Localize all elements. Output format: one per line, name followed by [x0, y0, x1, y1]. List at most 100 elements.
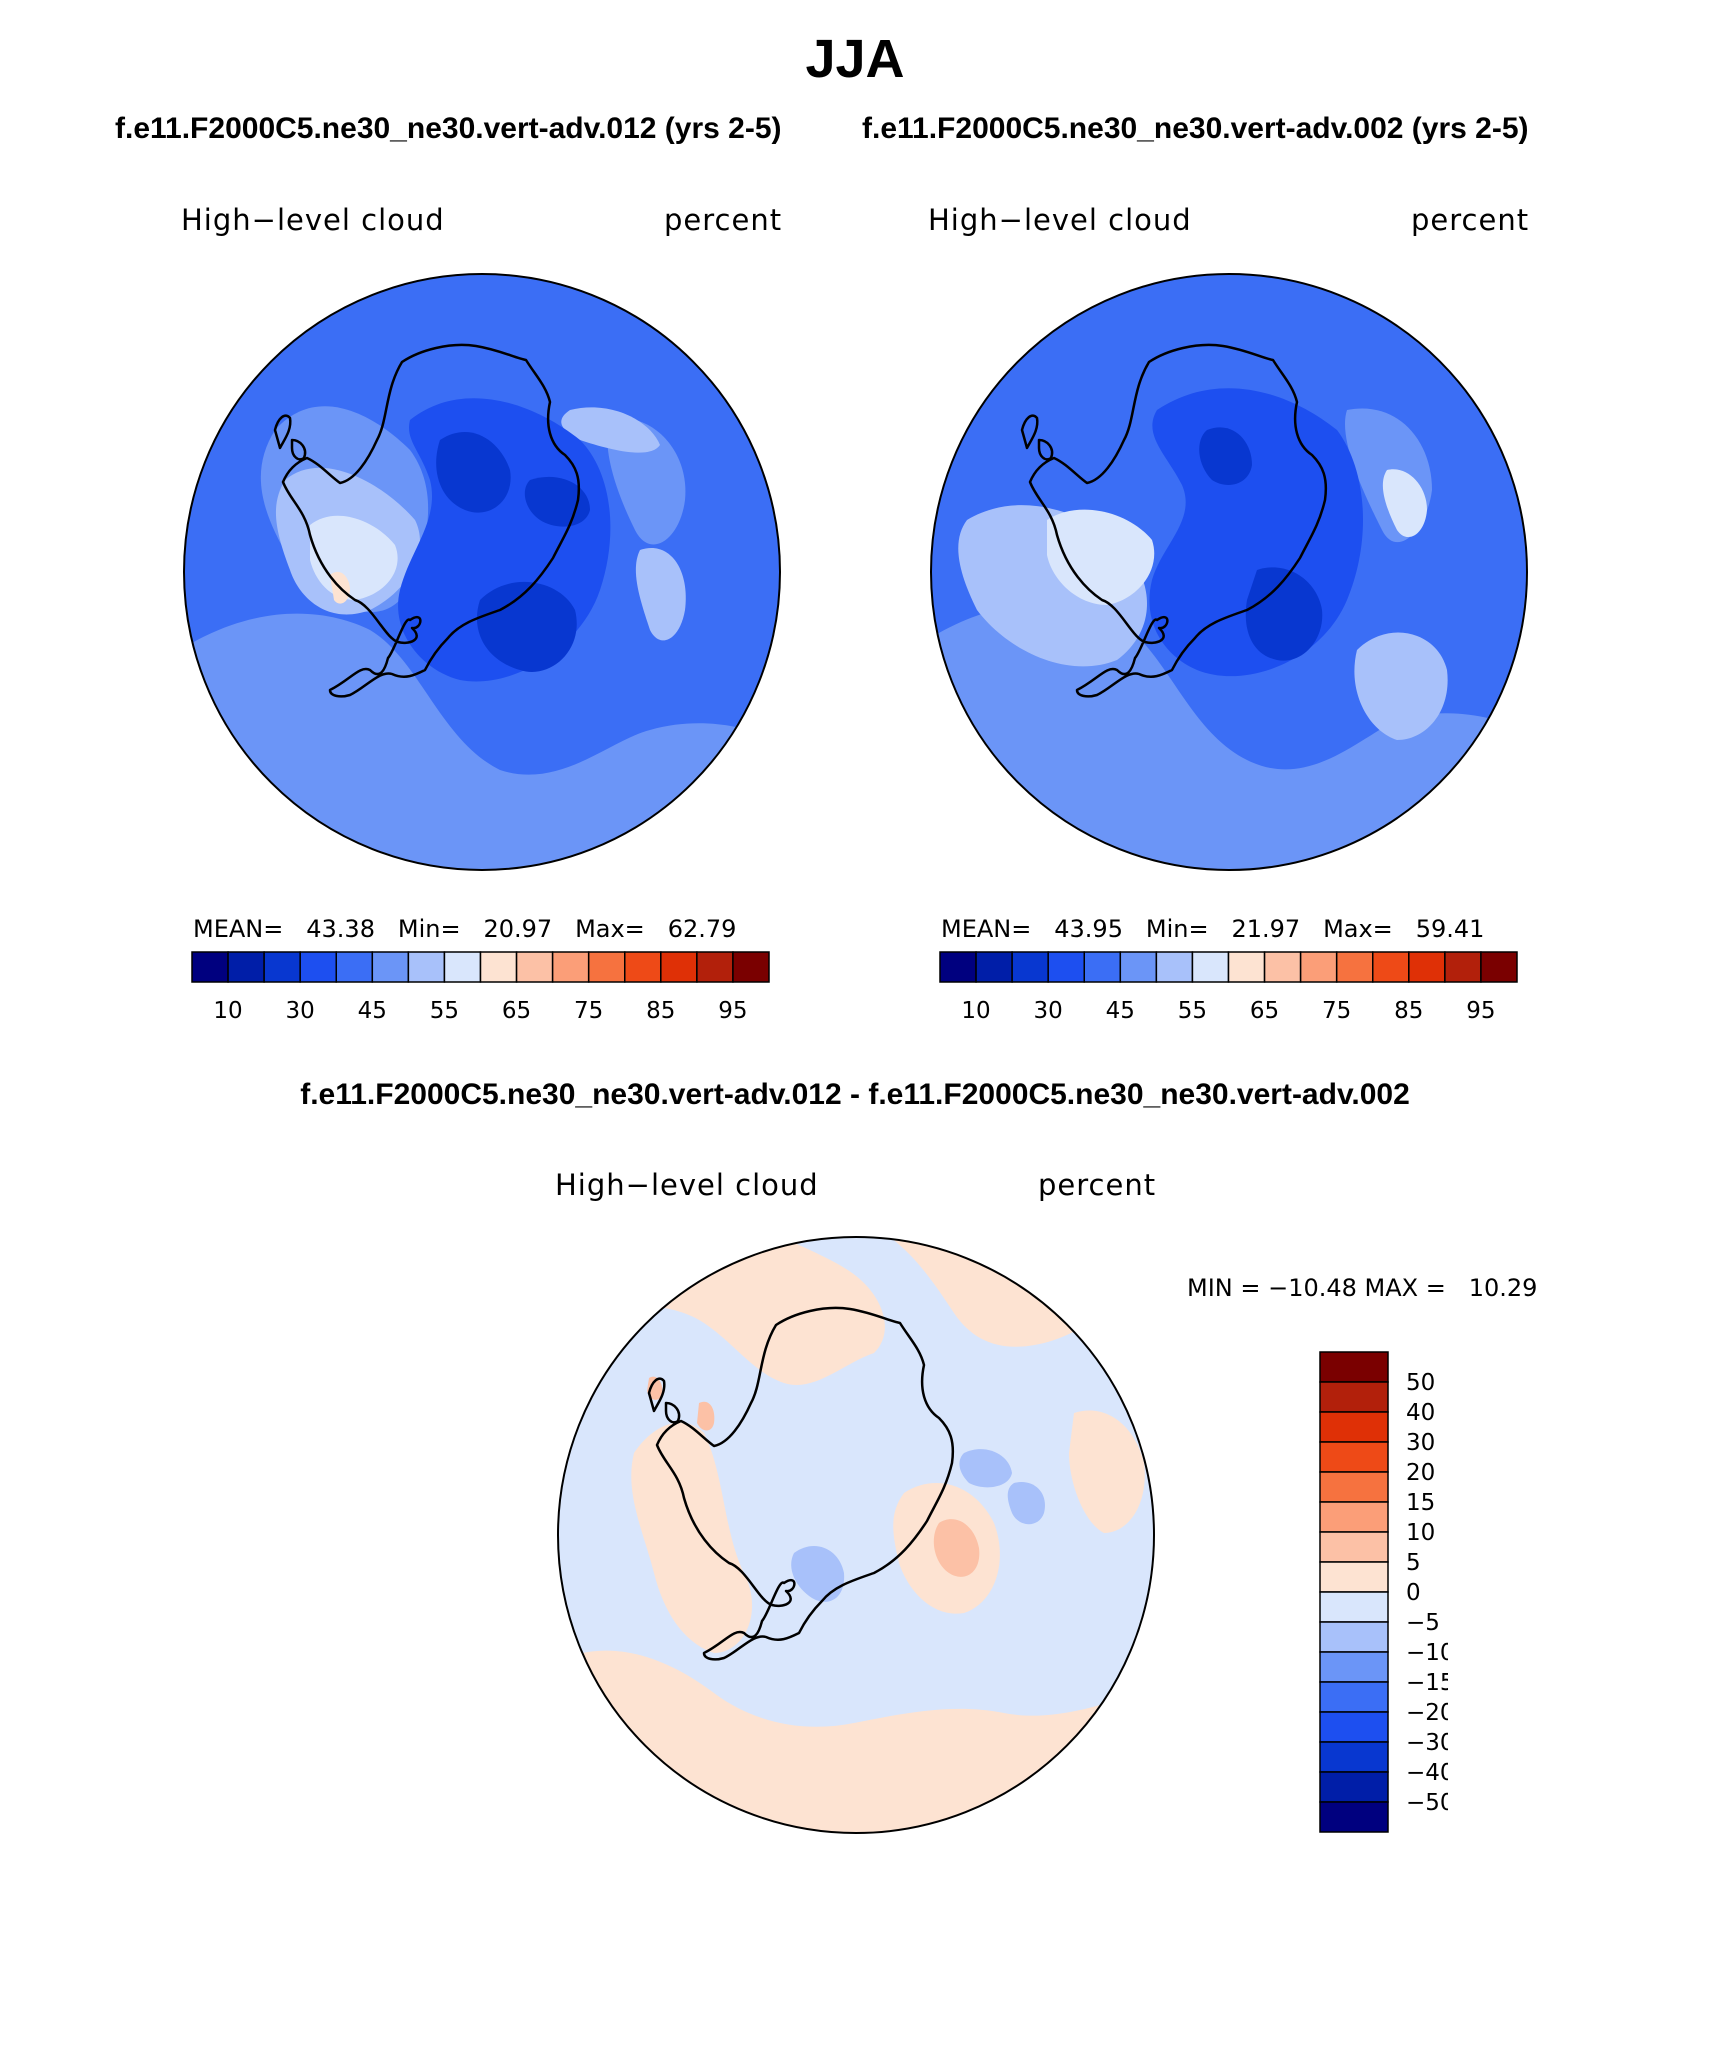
colorbar-tick-label: 0: [1406, 1580, 1421, 1606]
figure-title: JJA: [805, 29, 905, 89]
colorbar-swatch: [1319, 1501, 1389, 1533]
panel1-max-label: Max=: [575, 915, 645, 943]
colorbar-swatch: [299, 951, 337, 983]
colorbar-swatch: [1319, 1591, 1389, 1623]
colorbar-swatch: [1083, 951, 1122, 983]
colorbar-swatch: [1335, 951, 1374, 983]
colorbar-swatch: [335, 951, 374, 983]
colorbar-swatch: [1319, 1681, 1389, 1713]
colorbar-swatch: [1319, 1771, 1389, 1803]
panel2-max-value: 59.41: [1415, 915, 1485, 943]
colorbar-swatch: [407, 951, 446, 983]
panel1-max-value: 62.79: [667, 915, 737, 943]
panel1-mean-value: 43.38: [306, 915, 375, 943]
colorbar-swatch: [1319, 1801, 1389, 1833]
panel2-coastline: [1020, 343, 1328, 698]
colorbar-tick-label: −30: [1406, 1730, 1448, 1756]
colorbar-swatch: [263, 951, 301, 983]
colorbar-tick-label: 15: [1406, 1490, 1435, 1516]
colorbar-tick-label: 10: [961, 998, 990, 1024]
colorbar-swatch: [551, 951, 590, 983]
colorbar-swatch: [1319, 1411, 1389, 1443]
colorbar-swatch: [696, 951, 734, 983]
panel2-cloud-field: [931, 274, 1527, 870]
colorbar-swatch: [443, 951, 482, 983]
panel1-cloud-field: [184, 274, 780, 870]
panel1-units: percent: [664, 203, 783, 237]
difference-coastline: [647, 1306, 955, 1661]
panel2-max-label: Max=: [1323, 915, 1393, 943]
panel2-min-label: Min=: [1145, 915, 1209, 943]
difference-title: f.e11.F2000C5.ne30_ne30.vert-adv.012 - f…: [300, 1078, 1410, 1111]
panel1-min-value: 20.97: [483, 915, 553, 943]
panel1-map-boundary: [183, 273, 781, 871]
colorbar-tick-label: 65: [502, 998, 531, 1024]
colorbar-tick-label: 55: [430, 998, 459, 1024]
panel1-coastline: [273, 343, 581, 698]
colorbar-tick-label: 45: [358, 998, 387, 1024]
colorbar-tick-label: 85: [1394, 998, 1423, 1024]
colorbar-tick-label: 50: [1406, 1370, 1435, 1396]
colorbar-tick-label: 40: [1406, 1400, 1435, 1426]
colorbar-swatch: [191, 951, 229, 983]
colorbar-swatch: [624, 951, 662, 983]
colorbar-tick-label: 95: [718, 998, 747, 1024]
colorbar-tick-label: 30: [1034, 998, 1063, 1024]
colorbar-swatch: [1372, 951, 1410, 983]
panel1-map: [183, 273, 781, 871]
panel1-min-label: Min=: [397, 915, 461, 943]
case1-label: f.e11.F2000C5.ne30_ne30.vert-adv.012 (yr…: [115, 112, 782, 145]
panel2-variable: High−level cloud: [928, 203, 1192, 237]
colorbar-tick-label: 30: [286, 998, 315, 1024]
case2-label: f.e11.F2000C5.ne30_ne30.vert-adv.002 (yr…: [862, 112, 1529, 145]
diff-minmax: MIN = −10.48 MAX = 10.29: [1187, 1274, 1538, 1302]
colorbar-swatch: [1011, 951, 1049, 983]
colorbar-tick-label: 30: [1406, 1430, 1435, 1456]
colorbar-swatch: [1444, 951, 1482, 983]
colorbar-swatch: [1155, 951, 1194, 983]
panel2-mean-value: 43.95: [1054, 915, 1123, 943]
panel1-stats: MEAN= 43.38 Min= 20.97 Max= 62.79: [193, 915, 736, 943]
colorbar-tick-label: 65: [1250, 998, 1279, 1024]
colorbar-tick-label: −5: [1406, 1610, 1440, 1636]
colorbar-swatch: [1319, 1561, 1389, 1593]
panel2-map-boundary: [930, 273, 1528, 871]
colorbar-swatch: [227, 951, 265, 983]
colorbar-swatch: [1319, 1351, 1389, 1383]
colorbar-swatch: [515, 951, 554, 983]
panel2-map: [930, 273, 1528, 871]
colorbar-swatch: [1480, 951, 1518, 983]
colorbar-swatch: [1319, 1621, 1389, 1653]
colorbar-swatch: [1227, 951, 1266, 983]
colorbar-swatch: [1319, 1741, 1389, 1773]
colorbar-swatch: [1191, 951, 1230, 983]
colorbar-tick-label: 20: [1406, 1460, 1435, 1486]
colorbar-swatch: [1408, 951, 1446, 983]
colorbar-swatch: [939, 951, 977, 983]
colorbar-swatch: [587, 951, 626, 983]
colorbar-tick-label: 95: [1466, 998, 1495, 1024]
colorbar-tick-label: 10: [213, 998, 242, 1024]
colorbar-tick-label: 75: [574, 998, 603, 1024]
colorbar-tick-label: −20: [1406, 1700, 1448, 1726]
colorbar-swatch: [1319, 1471, 1389, 1503]
panel2-min-value: 21.97: [1231, 915, 1301, 943]
colorbar-swatch: [1319, 1531, 1389, 1563]
colorbar-tick-label: 85: [646, 998, 675, 1024]
colorbar-tick-label: −40: [1406, 1760, 1448, 1786]
colorbar-swatch: [975, 951, 1013, 983]
colorbar-swatch: [1263, 951, 1302, 983]
colorbar-swatch: [1299, 951, 1338, 983]
colorbar-swatch: [371, 951, 410, 983]
difference-map: [557, 1236, 1155, 1834]
colorbar-tick-label: −15: [1406, 1670, 1448, 1696]
colorbar-swatch: [1119, 951, 1158, 983]
colorbar-tick-label: 10: [1406, 1520, 1435, 1546]
colorbar-swatch: [1319, 1651, 1389, 1683]
colorbar-swatch: [1319, 1441, 1389, 1473]
colorbar-tick-label: −10: [1406, 1640, 1448, 1666]
panel2-colorbar: 10 30 45 55 65 75 85 95: [939, 951, 1518, 1024]
panel2-mean-label: MEAN=: [941, 915, 1032, 943]
colorbar-swatch: [1047, 951, 1085, 983]
colorbar-tick-label: 45: [1106, 998, 1135, 1024]
